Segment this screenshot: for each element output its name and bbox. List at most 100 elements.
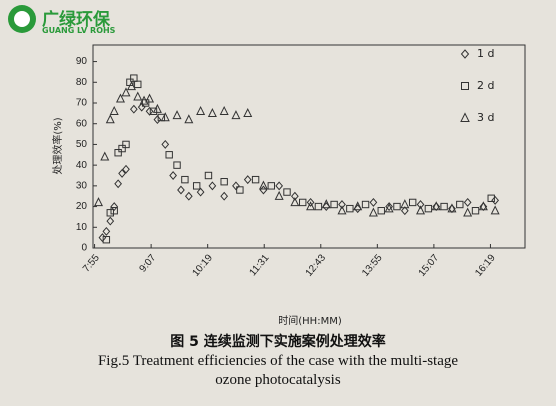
marker-diamond [220, 191, 229, 201]
x-tick-label: 13:55 [360, 252, 385, 279]
marker-diamond [243, 175, 252, 185]
marker-triangle [126, 81, 136, 91]
x-tick-label: 10:19 [190, 252, 215, 279]
marker-diamond [385, 202, 393, 212]
marker-diamond [416, 200, 425, 209]
marker-square [102, 236, 111, 244]
marker-triangle [93, 197, 104, 207]
marker-square [220, 178, 228, 186]
marker-triangle [384, 203, 394, 213]
marker-diamond [129, 104, 138, 114]
marker-triangle [145, 93, 155, 103]
marker-square [192, 182, 201, 190]
marker-square [236, 186, 244, 194]
marker-diamond [102, 226, 111, 236]
marker-square [110, 207, 118, 215]
marker-triangle [121, 87, 131, 97]
marker-square [118, 144, 126, 153]
marker-diamond [306, 197, 315, 207]
y-tick-label: 10 [76, 222, 88, 233]
logo-name: 广绿环保 [42, 10, 110, 30]
marker-triangle [290, 197, 300, 207]
x-tick-label: 9:07 [138, 252, 159, 274]
marker-diamond [208, 181, 217, 191]
marker-diamond [145, 106, 154, 116]
marker-triangle [243, 108, 253, 118]
x-tick-label: 15:07 [417, 252, 442, 279]
marker-diamond [196, 187, 205, 197]
marker-diamond [184, 191, 193, 201]
marker-square [408, 198, 417, 207]
caption-cn: 图 5 连续监测下实施案例处理效率 [170, 334, 386, 350]
legend-label: 2 d [477, 79, 494, 92]
marker-diamond [153, 115, 162, 125]
marker-diamond [169, 171, 177, 180]
y-tick-label: 40 [76, 160, 88, 171]
marker-diamond [98, 233, 107, 243]
marker-triangle [160, 112, 170, 122]
marker-diamond [491, 195, 500, 205]
y-tick-label: 70 [76, 98, 88, 109]
marker-diamond [110, 202, 119, 212]
marker-triangle [152, 103, 162, 113]
marker-triangle [463, 207, 473, 217]
y-tick-label: 60 [76, 118, 88, 129]
marker-triangle [172, 110, 182, 120]
caption-en: Fig.5 Treatment efficiencies of the case… [97, 353, 459, 388]
marker-diamond [232, 181, 240, 191]
y-tick-label: 20 [76, 201, 88, 212]
marker-square [393, 202, 401, 211]
marker-triangle [196, 105, 206, 115]
marker-square [461, 82, 469, 90]
marker-triangle [133, 91, 143, 101]
marker-square [106, 209, 114, 217]
marker-square [173, 161, 181, 169]
marker-triangle [478, 201, 488, 211]
marker-diamond [460, 49, 470, 59]
marker-square [122, 140, 130, 149]
marker-triangle [105, 114, 115, 124]
marker-square [424, 204, 433, 213]
legend-label: 3 d [477, 111, 494, 124]
marker-diamond [106, 216, 115, 226]
marker-square [346, 204, 354, 213]
marker-square [487, 194, 495, 202]
marker-diamond [177, 185, 185, 195]
marker-triangle [400, 199, 410, 209]
marker-square [471, 207, 480, 215]
marker-triangle [100, 151, 110, 161]
marker-diamond [275, 181, 284, 191]
y-axis-label: 处理效率(%) [51, 117, 64, 174]
marker-square [181, 175, 189, 184]
marker-triangle [139, 95, 149, 105]
marker-diamond [369, 197, 378, 207]
marker-square [251, 175, 260, 184]
marker-square [204, 171, 213, 180]
marker-triangle [184, 114, 194, 124]
marker-triangle [337, 205, 347, 215]
marker-triangle [258, 180, 268, 190]
marker-diamond [161, 139, 170, 149]
marker-square [377, 207, 385, 215]
plot-frame [92, 44, 526, 249]
x-tick-label: 12:43 [304, 252, 329, 279]
marker-diamond [400, 206, 409, 216]
marker-diamond [118, 168, 126, 178]
y-tick-label: 90 [76, 56, 88, 67]
marker-diamond [259, 185, 268, 195]
marker-square [114, 149, 122, 157]
marker-square [149, 107, 158, 115]
marker-triangle [306, 201, 316, 211]
logo-icon-inner [14, 11, 30, 27]
marker-triangle [274, 190, 284, 200]
chart: 处理效率(%) 时间(HH:MM) 0 10 20 30 40 50 60 70 80 90 7:5… [8, 5, 526, 327]
legend-label: 1 d [477, 47, 494, 60]
marker-square [440, 202, 448, 211]
x-tick-label: 7:55 [81, 252, 102, 274]
marker-diamond [291, 191, 299, 201]
marker-square [134, 80, 142, 89]
x-axis-label: 时间(HH:MM) [278, 314, 342, 327]
marker-square [283, 188, 291, 196]
marker-square [361, 200, 370, 209]
